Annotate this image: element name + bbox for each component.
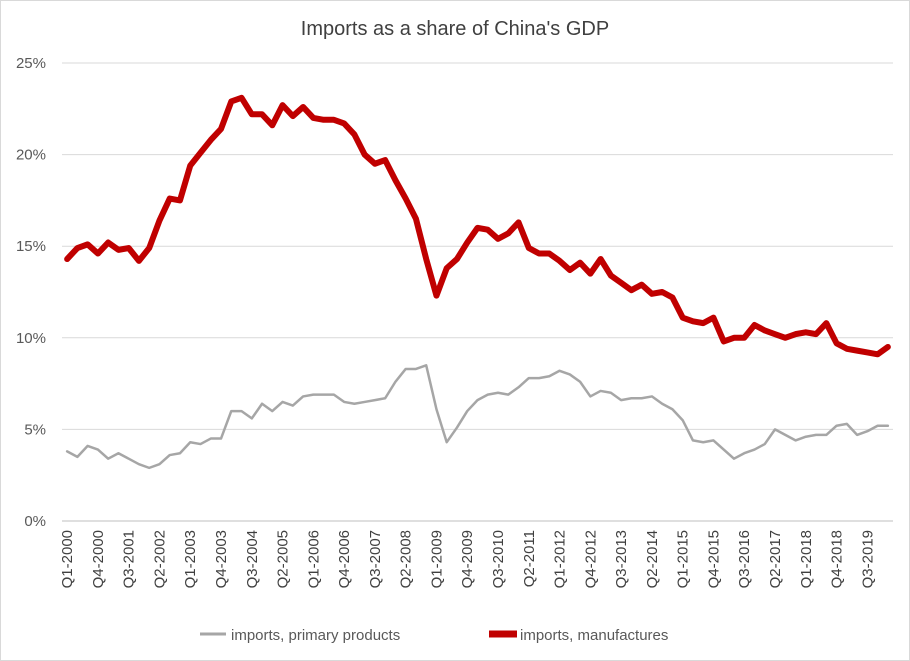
x-tick-label: Q4-2006 [336,530,353,588]
x-tick-label: Q4-2015 [705,530,722,588]
x-tick-label: Q4-2003 [213,530,230,588]
y-tick-label: 10% [16,330,46,347]
y-tick-label: 5% [24,421,46,438]
x-tick-label: Q4-2009 [459,530,476,588]
legend: imports, primary products imports, manuf… [200,627,668,644]
x-tick-label: Q2-2014 [644,530,661,588]
y-axis-ticks: 0% 5% 10% 15% 20% 25% [16,55,46,530]
x-tick-label: Q4-2000 [90,530,107,588]
x-tick-label: Q3-2019 [859,530,876,588]
x-tick-label: Q3-2016 [736,530,753,588]
x-tick-label: Q1-2000 [59,530,76,588]
x-tick-label: Q3-2010 [490,530,507,588]
y-tick-label: 25% [16,55,46,72]
x-tick-label: Q1-2003 [182,530,199,588]
x-tick-label: Q1-2009 [428,530,445,588]
y-tick-label: 20% [16,147,46,164]
x-tick-label: Q1-2018 [798,530,815,588]
x-tick-label: Q4-2018 [829,530,846,588]
x-tick-label: Q3-2007 [367,530,384,588]
x-tick-label: Q1-2012 [552,530,569,588]
x-tick-label: Q3-2013 [613,530,630,588]
x-tick-label: Q2-2017 [767,530,784,588]
series-lines [64,94,891,470]
x-axis-ticks: Q1-2000 Q4-2000 Q3-2001 Q2-2002 Q1-2003 Q4-20… [59,530,876,588]
x-tick-label: Q1-2006 [305,530,322,588]
legend-label-manufactures: imports, manufactures [520,627,668,644]
x-tick-label: Q3-2001 [121,530,138,588]
x-tick-label: Q3-2004 [244,530,261,588]
x-tick-label: Q2-2008 [398,530,415,588]
x-tick-label: Q2-2011 [521,530,538,587]
y-tick-label: 15% [16,238,46,255]
gridlines [62,62,893,522]
x-tick-label: Q1-2015 [675,530,692,588]
series-line-manufactures [64,94,891,358]
series-line-primary-products [65,364,890,470]
chart-title: Imports as a share of China's GDP [301,18,609,40]
legend-label-primary: imports, primary products [231,627,400,644]
y-tick-label: 0% [24,513,46,530]
x-tick-label: Q2-2002 [151,530,168,588]
x-tick-label: Q4-2012 [582,530,599,588]
x-tick-label: Q2-2005 [275,530,292,588]
